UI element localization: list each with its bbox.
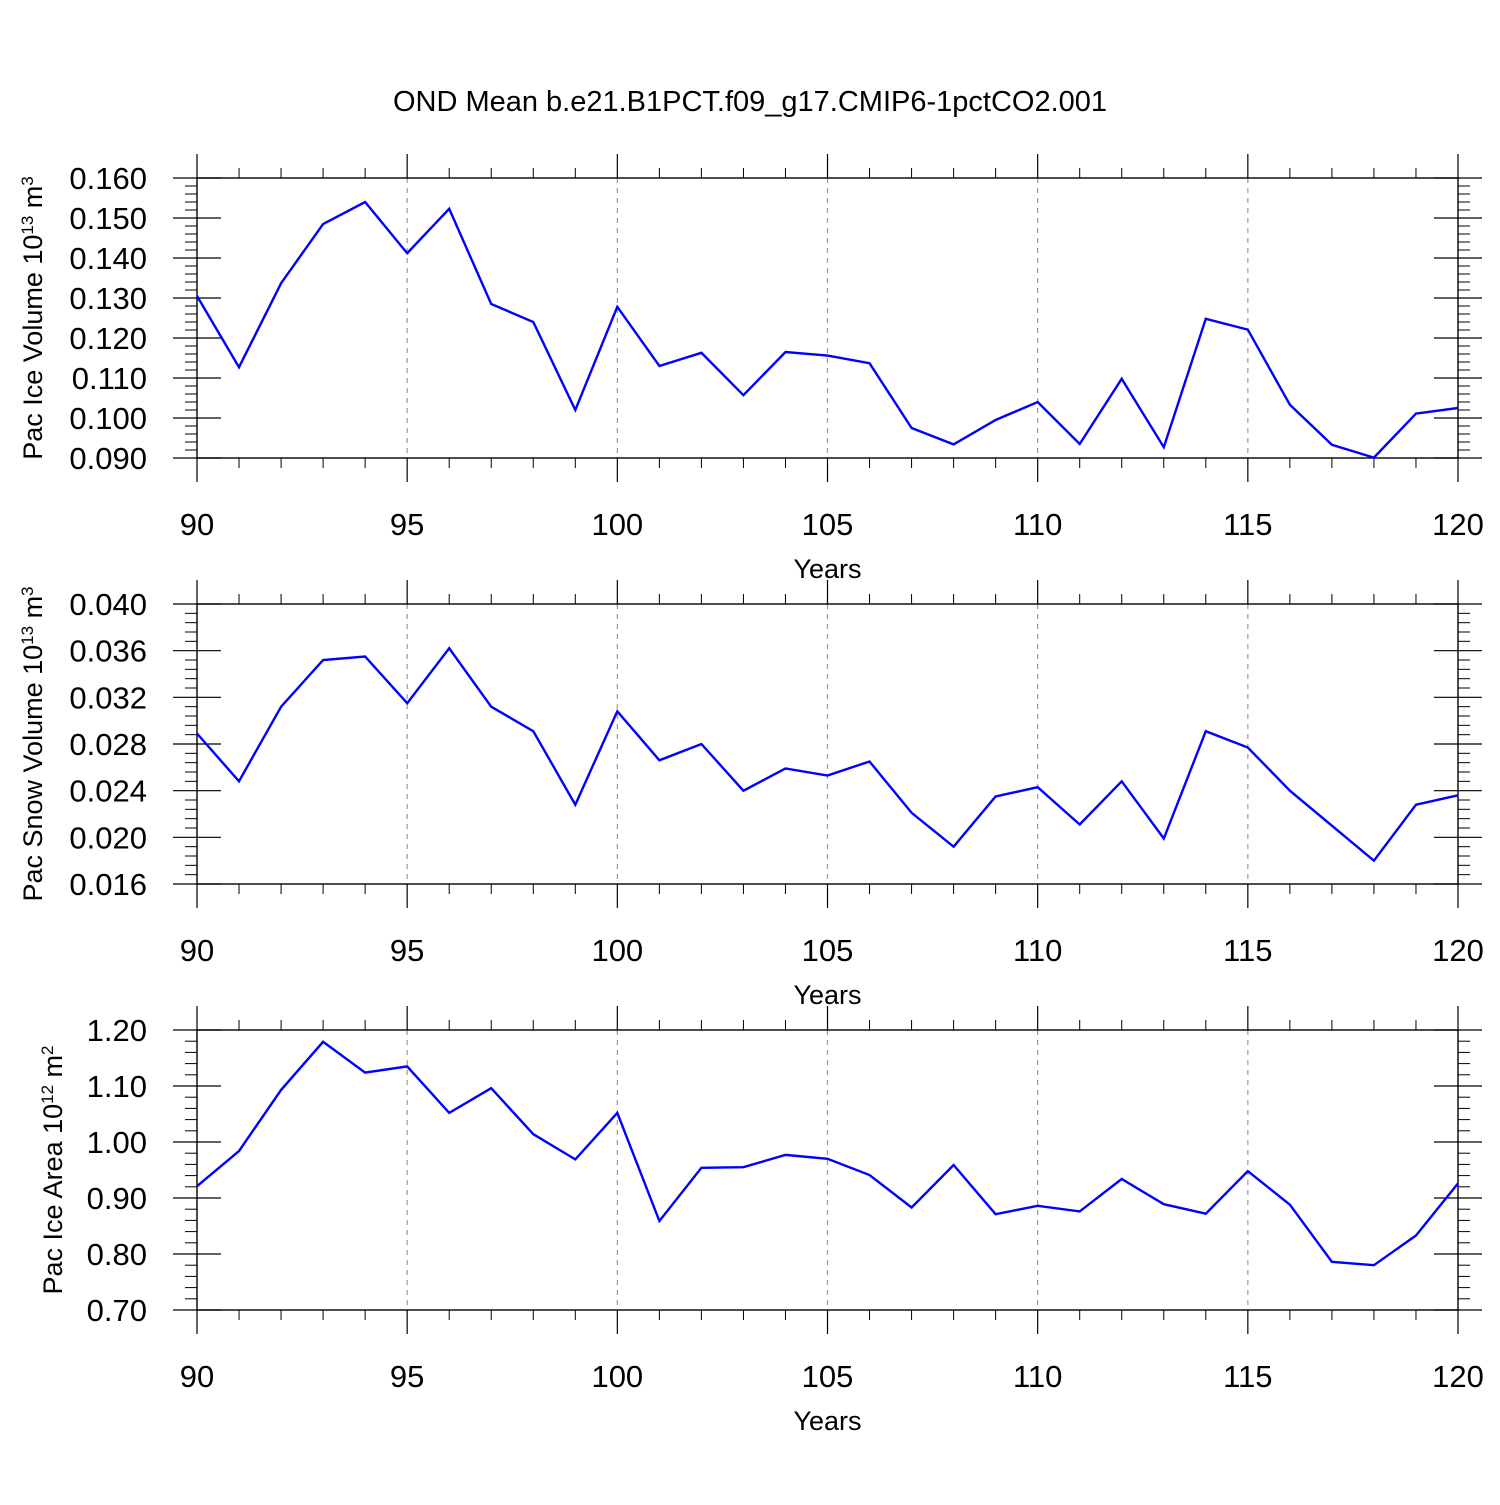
y-tick-label: 1.10 xyxy=(87,1069,147,1104)
y-axis-label-text: Pac Snow Volume 10 xyxy=(18,645,48,902)
x-tick-label: 110 xyxy=(1013,1359,1062,1394)
y-axis-label-text: Pac Ice Area 10 xyxy=(38,1104,68,1295)
y-tick-label: 0.70 xyxy=(87,1293,147,1328)
y-tick-label: 0.032 xyxy=(69,680,147,715)
y-axis-label-unit: m xyxy=(38,1055,68,1085)
x-tick-label: 95 xyxy=(390,1359,424,1394)
x-tick-label: 120 xyxy=(1432,1359,1484,1394)
series-line xyxy=(195,200,1459,459)
chart-panel-2: 90 95 100 105 110 115 120 0.016 0.020 0.024 0.028 0… xyxy=(18,580,1484,1010)
x-tick-label: 120 xyxy=(1432,933,1484,968)
x-tick-label: 105 xyxy=(802,933,854,968)
x-tick-label: 95 xyxy=(390,507,424,542)
y-axis-label: Pac Snow Volume 1013 m3 xyxy=(18,586,49,901)
y-axis-label-text: Pac Ice Volume 10 xyxy=(18,235,48,460)
x-axis-label: Years xyxy=(793,554,861,584)
y-tick-label: 0.020 xyxy=(69,820,147,855)
y-tick-label: 0.024 xyxy=(69,774,147,809)
y-axis-label-exponent: 12 xyxy=(38,1085,57,1104)
y-tick-label: 0.140 xyxy=(69,241,147,276)
y-tick-label: 0.016 xyxy=(69,867,147,902)
y-tick-label: 1.20 xyxy=(87,1013,147,1048)
plot-frame xyxy=(196,177,1459,459)
x-axis-label: Years xyxy=(793,980,861,1010)
chart-panel-3: 90 95 100 105 110 115 120 0.70 0.80 0.90 1.00 1.10 1… xyxy=(38,1006,1484,1436)
y-tick-label: 0.80 xyxy=(87,1237,147,1272)
x-tick-label: 90 xyxy=(180,507,214,542)
y-axis-label-unit-exponent: 2 xyxy=(38,1045,57,1054)
y-axis-label: Pac Ice Volume 1013 m3 xyxy=(18,176,49,460)
y-axis-label: Pac Ice Area 1012 m2 xyxy=(38,1045,69,1294)
y-tick-label: 0.160 xyxy=(69,161,147,196)
y-tick-label: 0.100 xyxy=(69,401,147,436)
x-tick-label: 90 xyxy=(180,1359,214,1394)
x-tick-label: 110 xyxy=(1013,507,1062,542)
y-tick-label: 0.040 xyxy=(69,587,147,622)
x-tick-label: 100 xyxy=(591,507,643,542)
y-tick-label: 0.90 xyxy=(87,1181,147,1216)
y-tick-label: 0.036 xyxy=(69,634,147,669)
plot-frame xyxy=(196,603,1459,885)
y-axis-label-unit: m xyxy=(18,596,48,626)
figure-title: OND Mean b.e21.B1PCT.f09_g17.CMIP6-1pctC… xyxy=(392,86,1108,118)
series-line xyxy=(196,646,1459,863)
x-tick-label: 105 xyxy=(802,1359,854,1394)
x-axis-label: Years xyxy=(793,1406,861,1436)
x-tick-label: 100 xyxy=(591,933,643,968)
x-tick-label: 120 xyxy=(1432,507,1484,542)
y-tick-label: 0.110 xyxy=(72,361,147,396)
x-tick-label: 90 xyxy=(180,933,214,968)
x-tick-label: 110 xyxy=(1013,933,1062,968)
y-tick-label: 0.090 xyxy=(69,441,147,476)
y-axis-label-exponent: 13 xyxy=(18,626,37,645)
x-tick-label: 100 xyxy=(591,1359,643,1394)
chart-panel-1: 90 95 100 105 110 115 120 0.090 0.100 0.110 0.120 0… xyxy=(18,154,1484,584)
series-line xyxy=(196,1040,1459,1267)
x-tick-label: 105 xyxy=(802,507,854,542)
x-tick-label: 115 xyxy=(1223,933,1272,968)
x-tick-label: 95 xyxy=(390,933,424,968)
y-tick-label: 0.130 xyxy=(69,281,147,316)
y-axis-label-unit-exponent: 3 xyxy=(18,586,37,595)
x-tick-label: 115 xyxy=(1223,507,1272,542)
y-tick-label: 0.028 xyxy=(69,727,147,762)
y-tick-label: 1.00 xyxy=(87,1125,147,1160)
y-axis-label-unit-exponent: 3 xyxy=(18,176,37,185)
plot-frame xyxy=(196,1029,1459,1311)
y-axis-label-exponent: 13 xyxy=(18,216,37,235)
y-tick-label: 0.120 xyxy=(69,321,147,356)
y-axis-label-unit: m xyxy=(18,186,48,216)
y-tick-label: 0.150 xyxy=(69,201,147,236)
x-tick-label: 115 xyxy=(1223,1359,1272,1394)
